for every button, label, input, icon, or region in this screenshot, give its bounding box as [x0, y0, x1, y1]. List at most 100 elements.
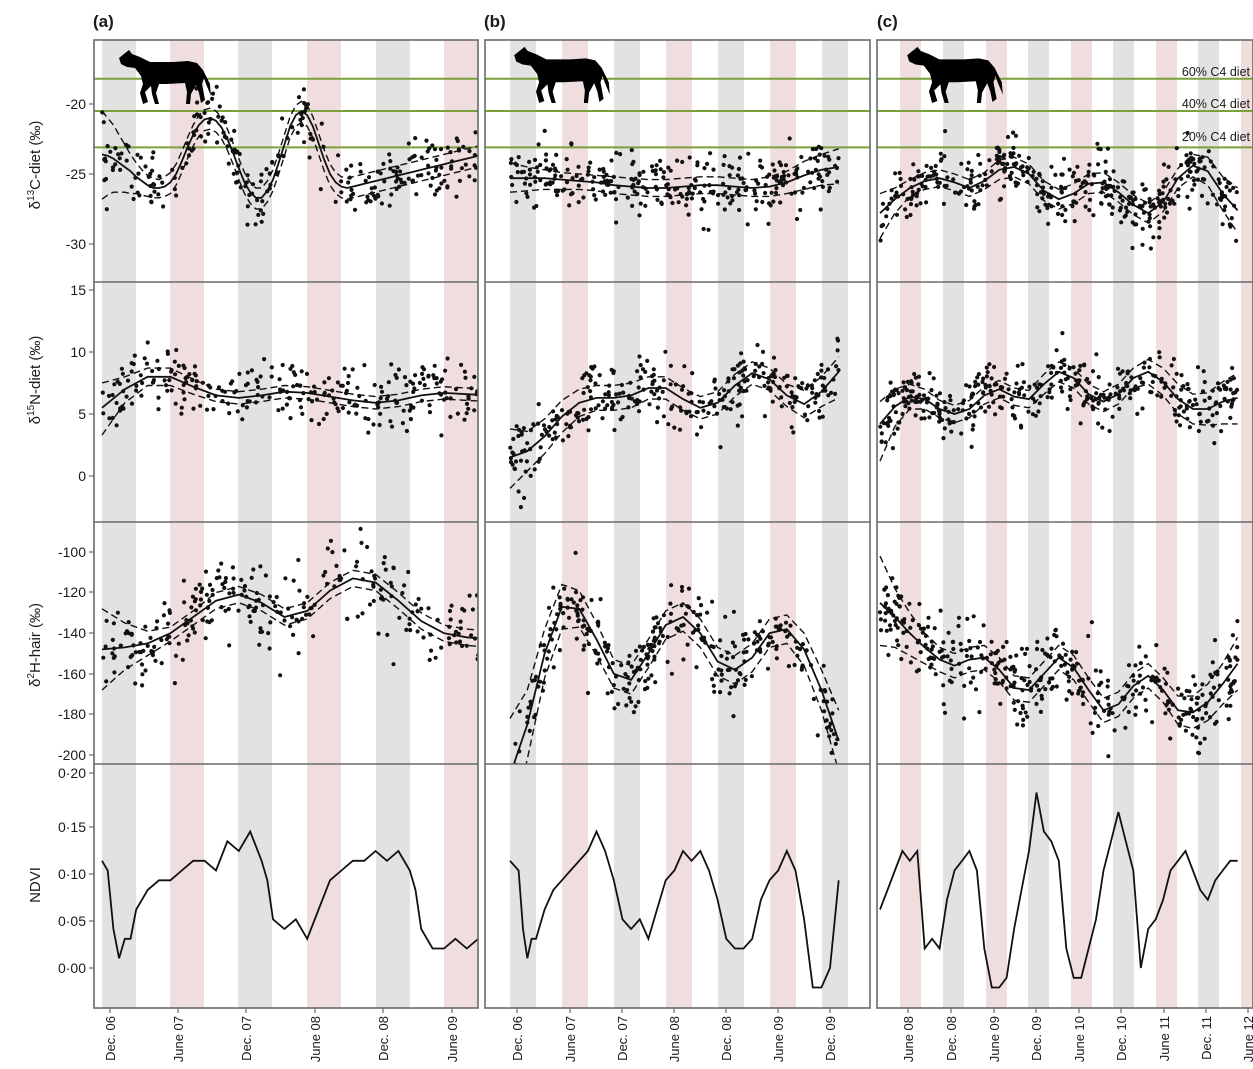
data-point [753, 368, 758, 373]
data-point [454, 640, 459, 645]
data-point [1084, 180, 1089, 185]
data-point [600, 189, 606, 194]
data-point [536, 459, 541, 464]
data-point [553, 435, 559, 440]
data-point [1153, 679, 1158, 684]
data-point [1049, 185, 1054, 190]
data-point [641, 387, 646, 392]
data-point [103, 176, 109, 182]
data-point [512, 466, 518, 471]
data-point [1154, 643, 1159, 648]
data-point [1211, 685, 1216, 690]
data-point [1234, 238, 1239, 243]
data-point [1100, 186, 1105, 191]
data-point [1039, 696, 1045, 701]
data-point [1140, 685, 1146, 690]
data-point [402, 375, 408, 380]
data-point [182, 600, 187, 605]
data-point [1001, 644, 1006, 650]
data-point [609, 406, 615, 412]
data-point [113, 162, 118, 167]
data-point [891, 404, 896, 409]
data-point [993, 671, 998, 676]
data-point [575, 606, 580, 612]
data-point [372, 185, 377, 190]
data-point [413, 373, 418, 378]
data-point [1133, 712, 1138, 717]
data-point [325, 546, 330, 551]
data-point [964, 653, 970, 659]
data-point [1151, 202, 1156, 207]
data-point [1094, 352, 1099, 357]
data-point [143, 624, 148, 629]
data-point [723, 614, 728, 619]
data-point [1189, 697, 1194, 702]
data-point [998, 196, 1004, 201]
data-point [211, 407, 216, 412]
data-point [1100, 425, 1105, 430]
data-point [461, 144, 466, 149]
data-point [1157, 219, 1162, 225]
data-point [103, 644, 108, 649]
y-tick-label: -25 [66, 166, 86, 182]
data-point [806, 169, 811, 174]
data-point [1157, 188, 1162, 193]
data-point [1155, 196, 1160, 201]
data-point [1076, 691, 1081, 696]
data-point [1163, 681, 1169, 686]
data-point [1157, 226, 1162, 231]
data-point [1226, 655, 1231, 660]
data-point [559, 174, 564, 179]
data-point [1087, 207, 1092, 213]
data-point [1054, 348, 1059, 353]
data-point [1150, 674, 1155, 679]
data-point [1194, 169, 1199, 174]
data-point [1034, 176, 1039, 181]
data-point [601, 174, 606, 179]
data-point [1214, 400, 1219, 405]
data-point [1035, 192, 1040, 197]
data-point [570, 176, 575, 181]
data-point [138, 373, 143, 378]
data-point [284, 402, 289, 407]
data-point [920, 630, 925, 635]
data-point [373, 576, 378, 581]
data-point [1197, 412, 1202, 417]
data-point [981, 376, 986, 381]
data-point [1019, 646, 1024, 652]
data-point [894, 616, 900, 621]
data-point [336, 153, 341, 158]
data-point [1098, 669, 1103, 674]
data-point [1046, 202, 1051, 207]
data-point [761, 371, 766, 376]
data-point [1185, 382, 1190, 387]
data-point [988, 652, 993, 657]
data-point [937, 180, 942, 185]
data-point [432, 363, 437, 368]
data-point [159, 661, 164, 666]
data-point [285, 389, 290, 394]
data-point [792, 662, 797, 668]
data-point [245, 204, 250, 209]
data-point [195, 100, 200, 105]
data-point [1068, 387, 1073, 392]
data-point [913, 399, 918, 405]
data-point [730, 655, 736, 660]
data-point [1181, 384, 1186, 389]
data-point [1140, 406, 1145, 411]
data-point [800, 381, 805, 386]
data-point [689, 183, 694, 188]
data-point [976, 401, 981, 406]
data-point [965, 616, 970, 622]
data-point [904, 214, 909, 220]
data-point [663, 349, 668, 354]
data-point [900, 388, 905, 393]
data-point [637, 354, 642, 359]
data-point [162, 601, 167, 606]
data-point [542, 668, 547, 673]
data-point [737, 207, 742, 213]
data-point [983, 409, 988, 414]
data-point [972, 199, 977, 204]
data-point [532, 157, 538, 162]
data-point [1046, 192, 1051, 197]
